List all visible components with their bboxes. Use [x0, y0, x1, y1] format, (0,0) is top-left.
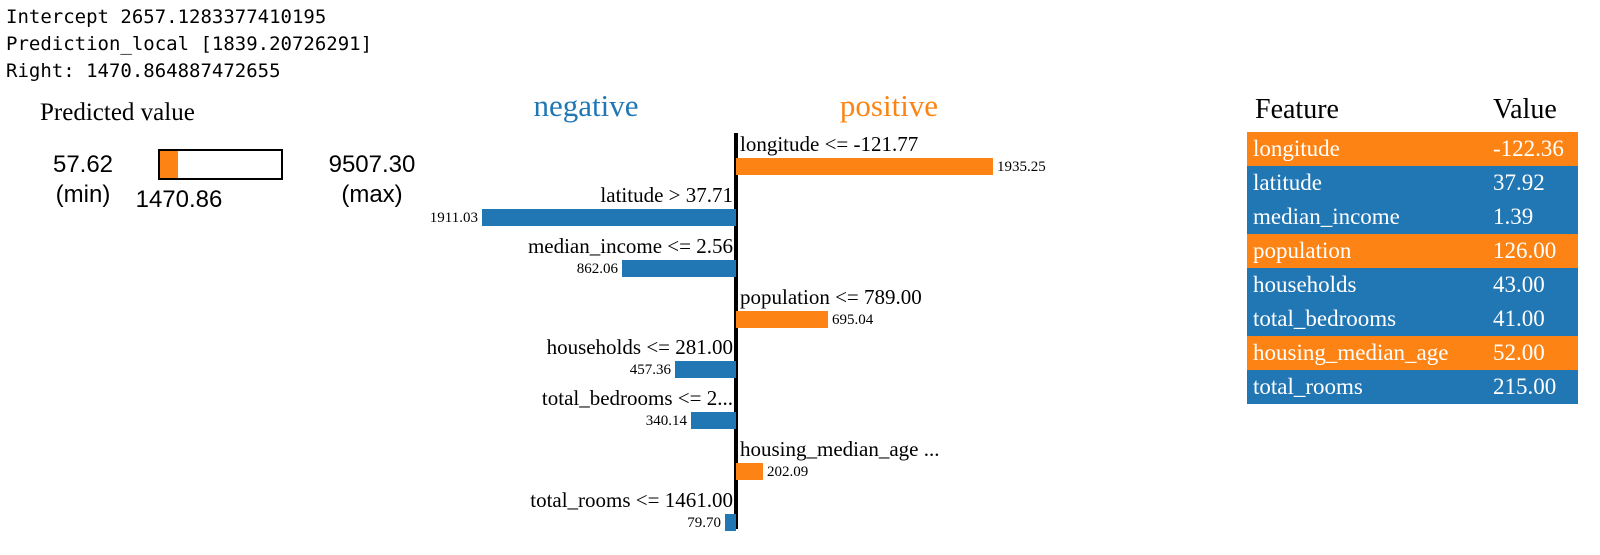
- max-value: 9507.30: [328, 151, 416, 178]
- negative-bar: [725, 514, 736, 531]
- table-row: households 43.00: [1247, 268, 1578, 302]
- feature-value: 126.00: [1493, 238, 1557, 263]
- feature-value: 43.00: [1493, 272, 1545, 297]
- console-output: Intercept 2657.1283377410195 Prediction_l…: [6, 4, 372, 85]
- bar-value: 695.04: [832, 312, 874, 328]
- feature-name: longitude: [1253, 136, 1340, 161]
- bar-value: 1935.25: [997, 159, 1046, 175]
- negative-bar: [691, 412, 736, 429]
- gauge-fill: [160, 151, 179, 178]
- table-row: latitude 37.92: [1247, 166, 1578, 200]
- feature-value: 1.39: [1493, 204, 1534, 229]
- bar-value: 340.14: [645, 413, 687, 429]
- feature-value: 52.00: [1493, 340, 1545, 365]
- feature-name: total_bedrooms: [1253, 306, 1397, 331]
- negative-bar: [482, 209, 736, 226]
- current-value: 1470.86: [135, 186, 223, 213]
- bar-label: longitude <= -121.77: [740, 132, 919, 156]
- bar-value: 1911.03: [429, 210, 478, 226]
- feature-name: total_rooms: [1253, 374, 1363, 399]
- negative-bar: [622, 260, 736, 277]
- contribution-bar-chart: negative positive longitude <= -121.77 19…: [429, 88, 1046, 531]
- feature-name: median_income: [1253, 204, 1400, 229]
- negative-bar: [675, 361, 736, 378]
- feature-name: households: [1253, 272, 1357, 297]
- table-row: total_rooms 215.00: [1247, 370, 1578, 404]
- bar-value: 862.06: [576, 261, 618, 277]
- positive-bar: [736, 463, 763, 480]
- bar-label: households <= 281.00: [546, 335, 733, 359]
- predicted-value-title: Predicted value: [40, 99, 195, 126]
- feature-name: population: [1253, 238, 1352, 263]
- console-line: Right: 1470.864887472655: [6, 60, 281, 82]
- console-line: Intercept 2657.1283377410195: [6, 6, 327, 28]
- table-row: longitude -122.36: [1247, 132, 1578, 166]
- positive-header: positive: [839, 88, 939, 123]
- table-row: total_bedrooms 41.00: [1247, 302, 1578, 336]
- feature-table-header: Feature Value: [1247, 94, 1578, 132]
- feature-table-body: longitude -122.36 latitude 37.92 median_inco…: [1247, 132, 1578, 404]
- bar-label: latitude > 37.71: [600, 183, 733, 207]
- predicted-value-gauge: [158, 149, 283, 180]
- feature-column-header: Feature: [1255, 94, 1339, 125]
- bar-label: total_bedrooms <= 2...: [541, 386, 733, 410]
- bar-value: 457.36: [629, 362, 671, 378]
- console-line: Prediction_local [1839.20726291]: [6, 33, 373, 55]
- positive-bar: [736, 311, 828, 328]
- feature-value: 215.00: [1493, 374, 1557, 399]
- feature-name: housing_median_age: [1253, 340, 1449, 365]
- min-value: 57.62: [52, 151, 114, 178]
- feature-name: latitude: [1253, 170, 1322, 195]
- bar-value: 79.70: [687, 515, 721, 531]
- bar-label: population <= 789.00: [740, 285, 922, 309]
- table-row: median_income 1.39: [1247, 200, 1578, 234]
- min-label: (min): [55, 181, 111, 208]
- negative-header: negative: [533, 88, 639, 123]
- bar-label: total_rooms <= 1461.00: [530, 488, 733, 512]
- max-label: (max): [341, 181, 403, 208]
- positive-bar: [736, 158, 993, 175]
- feature-table: Feature Value longitude -122.36 latitude 37…: [1247, 94, 1578, 404]
- feature-value: -122.36: [1493, 136, 1564, 161]
- value-column-header: Value: [1493, 94, 1557, 125]
- feature-value: 41.00: [1493, 306, 1545, 331]
- bar-value: 202.09: [767, 464, 809, 480]
- bar-label: median_income <= 2.56: [527, 234, 733, 258]
- axis-line: [734, 133, 738, 529]
- table-row: population 126.00: [1247, 234, 1578, 268]
- table-row: housing_median_age 52.00: [1247, 336, 1578, 370]
- bar-label: housing_median_age ...: [740, 437, 940, 461]
- feature-value: 37.92: [1493, 170, 1545, 195]
